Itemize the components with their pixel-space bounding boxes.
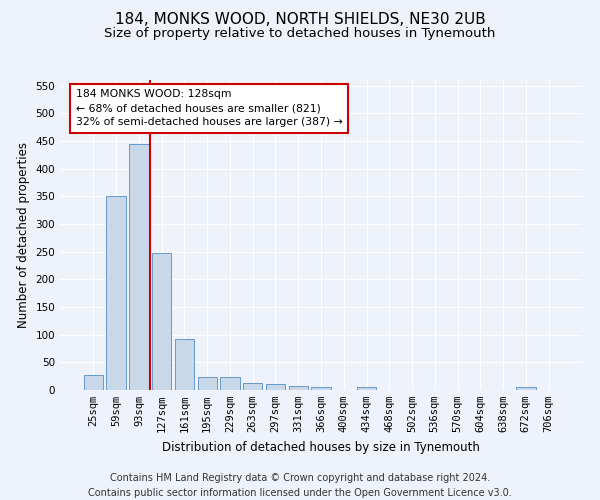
Bar	[243, 383, 262, 390]
Bar	[266, 384, 285, 390]
Text: 184 MONKS WOOD: 128sqm
← 68% of detached houses are smaller (821)
32% of semi-de: 184 MONKS WOOD: 128sqm ← 68% of detached…	[76, 90, 343, 128]
Bar	[152, 254, 172, 390]
X-axis label: Distribution of detached houses by size in Tynemouth: Distribution of detached houses by size …	[162, 440, 480, 454]
Bar	[106, 196, 126, 390]
Text: Size of property relative to detached houses in Tynemouth: Size of property relative to detached ho…	[104, 28, 496, 40]
Bar	[175, 339, 194, 390]
Bar	[289, 386, 308, 390]
Bar	[516, 387, 536, 390]
Y-axis label: Number of detached properties: Number of detached properties	[17, 142, 30, 328]
Bar	[197, 376, 217, 390]
Bar	[311, 387, 331, 390]
Text: Contains HM Land Registry data © Crown copyright and database right 2024.
Contai: Contains HM Land Registry data © Crown c…	[88, 472, 512, 498]
Bar	[357, 387, 376, 390]
Bar	[84, 375, 103, 390]
Bar	[220, 376, 239, 390]
Bar	[129, 144, 149, 390]
Text: 184, MONKS WOOD, NORTH SHIELDS, NE30 2UB: 184, MONKS WOOD, NORTH SHIELDS, NE30 2UB	[115, 12, 485, 28]
